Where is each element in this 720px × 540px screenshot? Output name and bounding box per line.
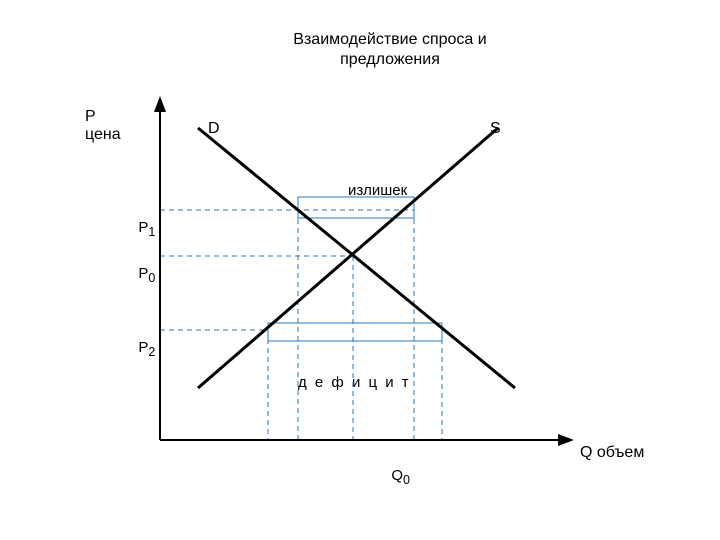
demand-curve [198,128,515,388]
deficit-box [268,323,442,341]
supply-curve [198,128,498,388]
guide-lines [160,210,442,440]
chart-svg [0,0,720,540]
